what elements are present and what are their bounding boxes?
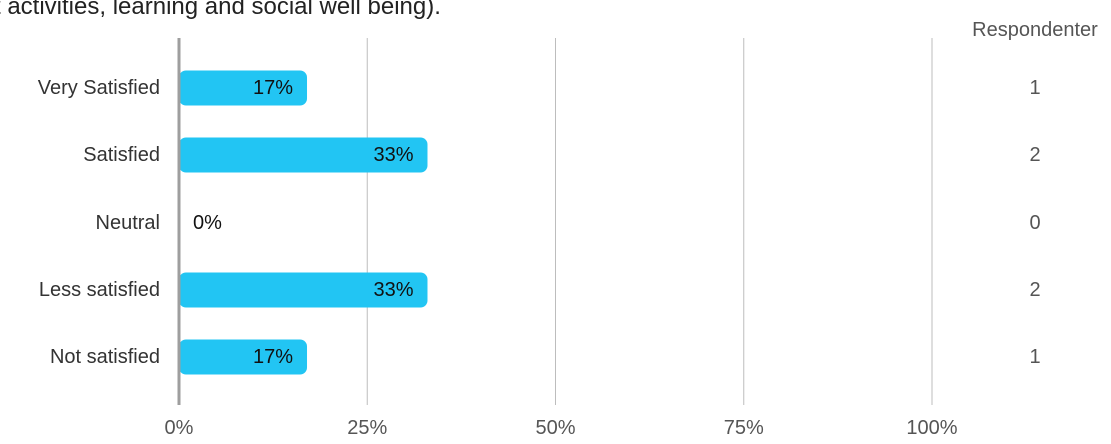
category-label-2: Neutral [96,212,160,234]
grid-layer [366,38,933,405]
category-label-0: Very Satisfied [38,77,160,99]
respondent-count-3: 2 [1029,279,1040,301]
category-label-4: Not satisfied [50,346,160,368]
value-label-1: 33% [373,144,413,166]
respondent-count-1: 2 [1029,144,1040,166]
respondent-count-2: 0 [1029,212,1040,234]
x-tick-label-0: 0% [165,417,194,439]
x-tick-label-50: 50% [535,417,575,439]
respondent-count-0: 1 [1029,77,1040,99]
category-label-1: Satisfied [83,144,160,166]
value-label-2: 0% [193,212,222,234]
respondent-count-4: 1 [1029,346,1040,368]
bar-4 [179,339,308,375]
category-label-3: Less satisfied [39,279,160,301]
bar-0 [179,70,308,106]
x-tick-label-25: 25% [347,417,387,439]
bar-layer [179,70,428,375]
axis-layer: 0% 25% 50% 75% 100% [165,38,958,439]
respondents-header: Respondenter [972,19,1098,41]
value-label-3: 33% [373,279,413,301]
label-layer: Very Satisfied 17% 1 Satisfied 33% 2 Neutral 0%… [38,19,1098,368]
bar-3 [179,272,428,308]
bar-1 [179,137,428,173]
question-title: t activities, learning and social well b… [0,0,441,20]
x-tick-label-75: 75% [724,417,764,439]
value-label-4: 17% [253,346,293,368]
value-label-0: 17% [253,77,293,99]
x-tick-label-100: 100% [906,417,957,439]
